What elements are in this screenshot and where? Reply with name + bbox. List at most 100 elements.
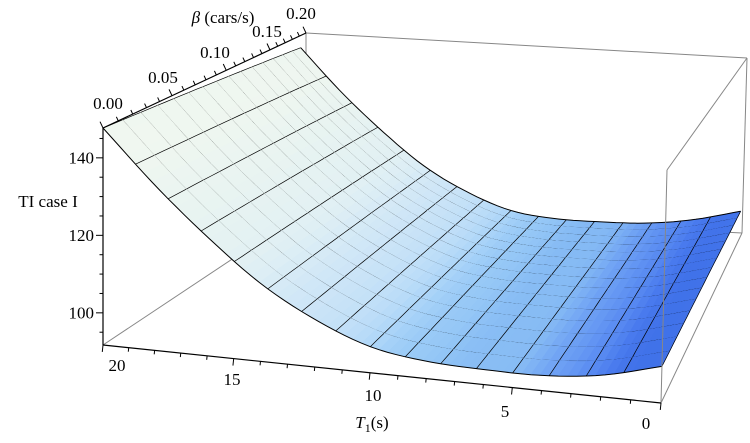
mesh-line-t xyxy=(626,297,635,310)
mesh-line-t xyxy=(476,199,485,207)
mesh-line-t xyxy=(489,258,499,268)
mesh-line-t xyxy=(607,278,615,289)
mesh-line-t xyxy=(434,197,443,205)
mesh-line-t xyxy=(526,222,533,230)
mesh-line-t xyxy=(341,183,353,191)
mesh-line-t xyxy=(294,212,308,222)
mesh-line-t xyxy=(603,333,613,347)
mesh-line-t xyxy=(334,106,344,112)
mesh-line-t xyxy=(256,101,269,108)
mesh-line-t xyxy=(485,301,496,313)
mesh-line-t xyxy=(494,290,505,302)
mesh-line-t xyxy=(568,333,578,347)
mesh-line-t xyxy=(323,152,335,159)
mesh-line-t xyxy=(335,317,351,332)
mesh-line-t xyxy=(250,239,267,251)
mesh-line-t xyxy=(234,250,252,262)
mesh-line-t xyxy=(441,306,454,319)
mesh-line-t xyxy=(551,265,559,276)
mesh-line-t xyxy=(632,342,641,358)
mesh-line-t xyxy=(462,211,471,219)
mesh-line-t xyxy=(415,175,424,182)
mesh-line-t xyxy=(217,118,232,126)
tick-mark xyxy=(99,121,104,129)
mesh-line-t xyxy=(290,170,303,179)
mesh-line-t xyxy=(352,136,362,142)
mesh-line-t xyxy=(535,247,543,256)
mesh-line-t xyxy=(410,255,421,265)
mesh-line-t xyxy=(612,229,619,237)
mesh-line-t xyxy=(360,212,372,221)
mesh-line-t xyxy=(122,112,141,121)
mesh-line-t xyxy=(527,254,536,264)
mesh-line-t xyxy=(420,287,432,299)
mesh-line-t xyxy=(585,309,594,322)
tick-mark xyxy=(511,387,513,395)
y-tick-label: 0.00 xyxy=(93,94,123,113)
mesh-line-t xyxy=(505,243,514,252)
y-axis-title: β (cars/s) xyxy=(191,8,255,27)
z-axis-title: TI case I xyxy=(18,192,78,211)
mesh-line-t xyxy=(620,260,627,270)
mesh-line-t xyxy=(325,236,339,247)
mesh-line-t xyxy=(440,349,454,365)
mesh-line-t xyxy=(693,238,699,248)
box-edge xyxy=(741,57,748,234)
mesh-line-t xyxy=(361,170,372,178)
tick-mark xyxy=(157,97,161,102)
z-tick-label: 100 xyxy=(69,303,95,322)
mesh-line-t xyxy=(272,54,283,59)
mesh-line-t xyxy=(370,332,385,347)
mesh-line-t xyxy=(278,92,290,98)
y-tick-label: 0.10 xyxy=(200,43,230,62)
mesh-line-t xyxy=(426,203,436,211)
bounding-box-front-edges xyxy=(660,57,748,404)
mesh-line-t xyxy=(389,192,400,200)
mesh-line-t xyxy=(418,210,428,218)
x-tick-label: 10 xyxy=(365,386,382,405)
mesh-line-t xyxy=(541,239,549,248)
mesh-line-t xyxy=(558,346,569,361)
mesh-line-t xyxy=(470,205,478,213)
mesh-line-t xyxy=(260,142,274,151)
axis-line xyxy=(102,344,662,404)
tick-mark xyxy=(266,43,271,51)
tick-mark xyxy=(251,53,254,58)
mesh-line-t xyxy=(595,346,605,361)
tick-mark xyxy=(302,26,307,34)
tick-mark xyxy=(275,41,279,47)
mesh-line-t xyxy=(306,120,317,127)
mesh-line-t xyxy=(565,249,573,258)
mesh-line-t xyxy=(157,98,174,106)
mesh-line-t xyxy=(186,179,204,190)
mesh-line-t xyxy=(577,321,587,334)
mesh-line-t xyxy=(459,251,469,261)
mesh-line-t xyxy=(429,239,440,248)
mesh-line-t xyxy=(282,50,292,56)
mesh-line-t xyxy=(452,336,465,350)
mesh-line-t xyxy=(231,112,245,120)
tick-mark xyxy=(130,109,134,115)
mesh-line-t xyxy=(251,62,263,68)
mesh-line-t xyxy=(582,268,590,278)
mesh-line-t xyxy=(601,243,608,252)
mesh-line-t xyxy=(442,191,451,199)
tick-mark xyxy=(181,85,185,91)
mesh-line-t xyxy=(462,285,473,297)
mesh-line-t xyxy=(523,344,534,359)
mesh-line-t xyxy=(476,353,489,369)
mesh-line-t xyxy=(702,223,708,232)
mesh-line-t xyxy=(551,307,561,320)
mesh-line-t xyxy=(390,231,401,240)
tick-mark xyxy=(290,35,293,40)
mesh-line-t xyxy=(646,268,653,278)
mesh-line-t xyxy=(483,229,492,237)
mesh-line-t xyxy=(672,227,678,236)
tick-mark xyxy=(222,63,227,71)
mesh-line-t xyxy=(349,220,361,229)
mesh-line-t xyxy=(173,92,189,100)
mesh-line-t xyxy=(600,288,609,299)
mesh-line-t xyxy=(379,239,391,249)
